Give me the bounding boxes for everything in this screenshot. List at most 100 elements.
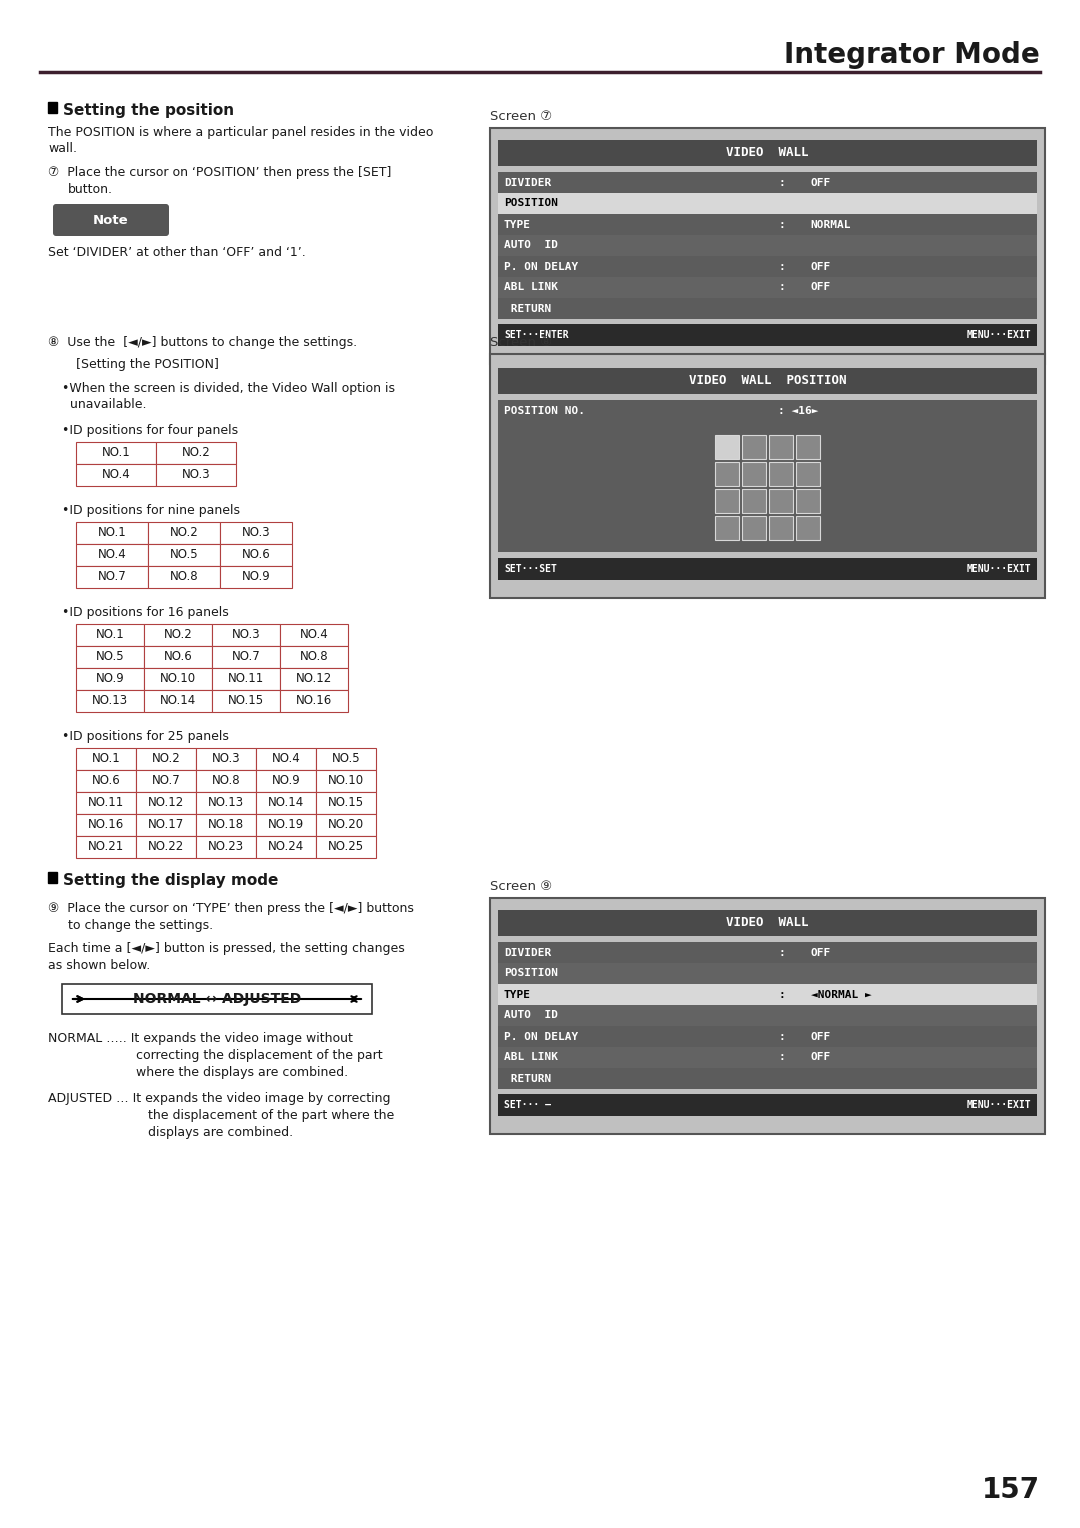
Text: NO.3: NO.3: [232, 628, 260, 642]
Text: NO.1: NO.1: [96, 628, 124, 642]
Text: NO.8: NO.8: [212, 775, 241, 787]
Bar: [498, 277, 1037, 298]
Bar: [220, 544, 292, 565]
Text: :: :: [779, 1031, 785, 1042]
Text: •ID positions for nine panels: •ID positions for nine panels: [62, 504, 240, 516]
Text: NO.20: NO.20: [328, 819, 364, 831]
Text: OFF: OFF: [811, 1053, 831, 1062]
Bar: [498, 400, 1037, 422]
Bar: [76, 442, 156, 465]
Bar: [498, 941, 1037, 963]
Text: ABL LINK: ABL LINK: [504, 283, 558, 292]
Bar: [715, 489, 739, 512]
Text: RETURN: RETURN: [504, 1074, 551, 1083]
Text: NO.5: NO.5: [96, 651, 124, 663]
Bar: [498, 193, 1037, 214]
Text: NO.12: NO.12: [296, 672, 333, 686]
Text: NO.9: NO.9: [272, 775, 300, 787]
Text: NO.15: NO.15: [328, 796, 364, 810]
Bar: [498, 984, 1037, 1005]
Text: NO.6: NO.6: [92, 775, 120, 787]
Text: NO.7: NO.7: [97, 570, 126, 584]
Text: NO.21: NO.21: [87, 840, 124, 854]
Text: •When the screen is divided, the Video Wall option is: •When the screen is divided, the Video W…: [62, 382, 395, 396]
Text: P. ON DELAY: P. ON DELAY: [504, 261, 578, 272]
Text: The POSITION is where a particular panel resides in the video: The POSITION is where a particular panel…: [48, 125, 433, 139]
Text: NO.11: NO.11: [228, 672, 265, 686]
Text: POSITION: POSITION: [504, 969, 558, 978]
Bar: [316, 792, 376, 814]
Bar: [498, 257, 1037, 277]
Text: NO.2: NO.2: [164, 628, 192, 642]
Text: Screen ⑦: Screen ⑦: [490, 110, 552, 122]
Text: AUTO  ID: AUTO ID: [504, 1010, 558, 1021]
Text: correcting the displacement of the part: correcting the displacement of the part: [136, 1050, 382, 1062]
Text: OFF: OFF: [811, 283, 831, 292]
Bar: [769, 461, 793, 486]
Bar: [715, 434, 739, 458]
Bar: [195, 836, 256, 859]
Text: NORMAL: NORMAL: [811, 220, 851, 229]
Text: OFF: OFF: [811, 1031, 831, 1042]
Text: AUTO  ID: AUTO ID: [504, 240, 558, 251]
Text: NO.14: NO.14: [160, 695, 197, 707]
Text: ⑨  Place the cursor on ‘TYPE’ then press the [◄/►] buttons: ⑨ Place the cursor on ‘TYPE’ then press …: [48, 902, 414, 915]
Bar: [796, 489, 820, 512]
Text: NO.7: NO.7: [151, 775, 180, 787]
Bar: [498, 298, 1037, 319]
Bar: [256, 814, 316, 836]
Bar: [195, 792, 256, 814]
Bar: [280, 668, 348, 691]
Text: NORMAL ↔ ADJUSTED: NORMAL ↔ ADJUSTED: [133, 992, 301, 1005]
Text: NO.15: NO.15: [228, 695, 265, 707]
Bar: [136, 770, 195, 792]
Text: Screen ⑨: Screen ⑨: [490, 880, 552, 892]
Bar: [498, 558, 1037, 581]
Bar: [498, 324, 1037, 345]
Bar: [280, 691, 348, 712]
Bar: [136, 814, 195, 836]
Text: Note: Note: [93, 214, 129, 226]
Text: displays are combined.: displays are combined.: [148, 1126, 293, 1138]
Bar: [144, 668, 212, 691]
Bar: [76, 565, 148, 588]
Text: VIDEO  WALL  POSITION: VIDEO WALL POSITION: [689, 374, 847, 388]
Text: VIDEO  WALL: VIDEO WALL: [726, 147, 809, 159]
Bar: [195, 814, 256, 836]
Text: NO.1: NO.1: [97, 527, 126, 539]
Bar: [212, 646, 280, 668]
Text: RETURN: RETURN: [504, 304, 551, 313]
Bar: [280, 646, 348, 668]
Bar: [769, 489, 793, 512]
Text: NO.2: NO.2: [170, 527, 199, 539]
Text: NO.4: NO.4: [97, 549, 126, 561]
Bar: [742, 434, 766, 458]
Text: NO.12: NO.12: [148, 796, 184, 810]
Text: button.: button.: [68, 183, 113, 196]
Text: NO.16: NO.16: [87, 819, 124, 831]
Text: wall.: wall.: [48, 142, 77, 154]
Bar: [76, 749, 136, 770]
Bar: [498, 963, 1037, 984]
Text: SET···SET: SET···SET: [504, 564, 557, 575]
Bar: [212, 623, 280, 646]
Text: NO.4: NO.4: [272, 752, 300, 766]
Text: NO.6: NO.6: [164, 651, 192, 663]
Text: ⑦  Place the cursor on ‘POSITION’ then press the [SET]: ⑦ Place the cursor on ‘POSITION’ then pr…: [48, 167, 391, 179]
Bar: [148, 565, 220, 588]
Bar: [144, 691, 212, 712]
Bar: [76, 836, 136, 859]
Bar: [490, 354, 1045, 597]
Text: Screen ⑧: Screen ⑧: [490, 336, 552, 348]
Text: Setting the position: Setting the position: [63, 102, 234, 118]
Bar: [212, 668, 280, 691]
Text: OFF: OFF: [811, 177, 831, 188]
Text: ABL LINK: ABL LINK: [504, 1053, 558, 1062]
Bar: [742, 489, 766, 512]
Bar: [220, 565, 292, 588]
Bar: [256, 770, 316, 792]
Bar: [316, 836, 376, 859]
Bar: [742, 515, 766, 539]
Text: OFF: OFF: [811, 947, 831, 958]
Text: :: :: [779, 177, 785, 188]
